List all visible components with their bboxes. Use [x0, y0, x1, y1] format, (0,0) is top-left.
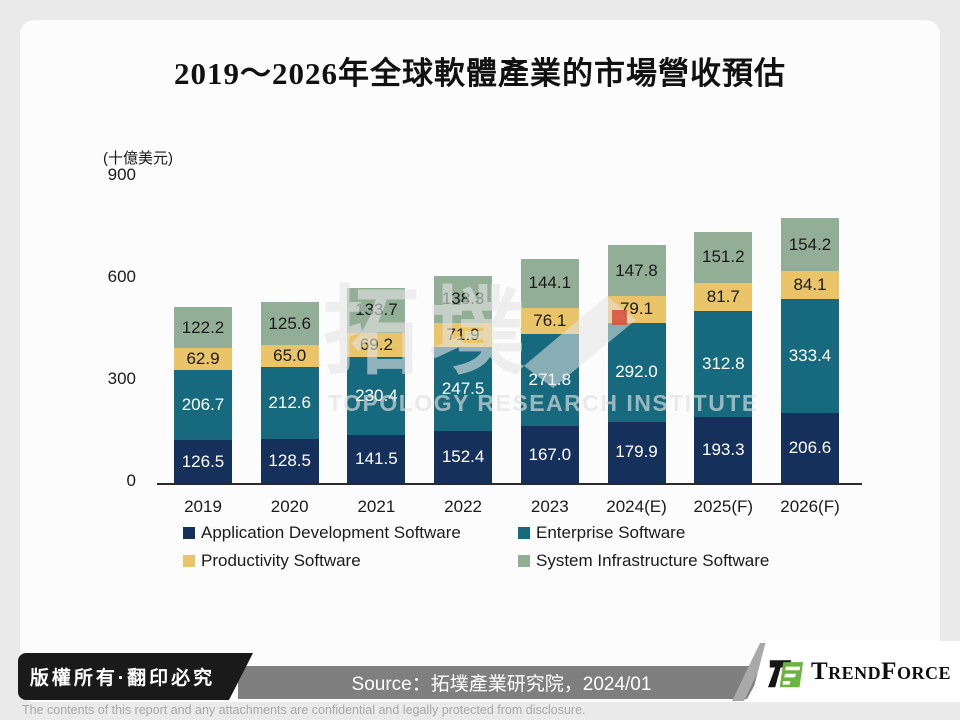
bar-value-label: 193.3	[702, 440, 745, 460]
bar-value-label: 152.4	[441, 447, 485, 467]
legend-item: System Infrastructure Software	[518, 551, 769, 571]
chart-title: 2019～2026年全球軟體產業的市場營收預估	[174, 56, 786, 91]
legend-label: Application Development Software	[201, 523, 461, 542]
bar-value-label: 212.6	[268, 393, 311, 413]
legend-item: Enterprise Software	[518, 523, 685, 543]
bar-value-label: 81.7	[706, 286, 740, 306]
x-axis-category-label: 2026(F)	[780, 497, 840, 516]
bar-value-label: 79.1	[619, 299, 654, 319]
bar-segment: 312.8	[694, 310, 753, 418]
legend-item: Application Development Software	[183, 523, 461, 543]
x-axis-category-label: 2025(F)	[693, 497, 754, 516]
bar-value-label: 151.2	[702, 247, 745, 267]
bar-value-label: 179.9	[615, 442, 658, 462]
bar-segment: 138.3	[434, 275, 493, 323]
bar-value-label: 71.9	[446, 324, 480, 344]
x-axis-category-label: 2019	[184, 497, 222, 516]
bar-segment: 179.9	[607, 421, 666, 483]
bar-segment: 154.2	[781, 218, 839, 271]
legend-marker-icon	[183, 527, 195, 539]
bar-segment: 71.9	[434, 322, 493, 347]
copyright-text: 版權所有·翻印必究	[29, 668, 216, 689]
bar-value-label: 125.6	[268, 313, 311, 333]
bar-value-label: 69.2	[359, 334, 393, 354]
x-axis-line	[157, 483, 862, 485]
bar-segment: 122.2	[174, 306, 232, 349]
bar-segment: 212.6	[260, 367, 319, 440]
y-axis-unit-label: (十億美元)	[103, 150, 173, 167]
bar-segment: 151.2	[694, 231, 753, 284]
bar-value-label: 292.0	[615, 362, 658, 382]
bar-segment: 126.5	[174, 440, 232, 483]
brand-name: TrendForce	[811, 657, 951, 685]
y-axis-tick-label: 300	[107, 369, 136, 388]
bar-value-label: 206.7	[181, 394, 225, 414]
legend-label: Enterprise Software	[536, 523, 686, 542]
bar-segment: 62.9	[174, 348, 232, 370]
brand-plate: TrendForce	[750, 641, 960, 702]
copyright-banner: 版權所有·翻印必究	[18, 653, 253, 700]
bar-segment: 247.5	[434, 347, 493, 432]
y-axis-tick-label: 0	[126, 471, 136, 490]
bar-value-label: 154.2	[788, 234, 832, 254]
bar-value-label: 128.5	[268, 451, 311, 471]
bar-segment: 206.6	[781, 412, 839, 483]
bar-segment: 167.0	[520, 426, 579, 483]
bar-segment: 144.1	[520, 258, 579, 308]
x-axis-category-label: 2023	[530, 497, 569, 516]
bar-segment: 79.1	[607, 295, 666, 323]
bar-value-label: 138.3	[441, 289, 485, 309]
bar-value-label: 65.0	[273, 345, 307, 365]
bar-segment: 230.4	[347, 356, 406, 435]
y-axis-tick-label: 900	[107, 165, 136, 184]
bar-value-label: 333.4	[788, 346, 832, 366]
bar-segment: 69.2	[347, 333, 406, 357]
bar-value-label: 206.6	[788, 437, 832, 457]
bar-value-label: 141.5	[355, 448, 398, 468]
bar-value-label: 62.9	[186, 348, 220, 368]
bar-value-label: 271.8	[528, 369, 572, 389]
legend-item: Productivity Software	[183, 551, 361, 571]
bar-segment: 81.7	[694, 283, 753, 311]
bar-segment: 84.1	[781, 270, 839, 300]
bar-value-label: 230.4	[355, 385, 398, 405]
bar-value-label: 84.1	[793, 275, 827, 295]
bar-segment: 271.8	[520, 333, 579, 427]
bar-segment: 147.8	[607, 245, 666, 296]
bar-segment: 193.3	[694, 417, 753, 483]
x-axis-category-label: 2021	[357, 497, 396, 516]
bar-value-label: 133.7	[355, 300, 398, 320]
bar-value-label: 144.1	[528, 273, 572, 293]
disclaimer-text: The contents of this report and any atta…	[22, 703, 586, 717]
legend-label: System Infrastructure Software	[536, 551, 770, 570]
bar-segment: 206.7	[174, 369, 232, 440]
bar-value-label: 122.2	[181, 317, 225, 337]
bar-segment: 65.0	[260, 344, 319, 367]
x-axis-category-label: 2022	[444, 497, 482, 516]
trendforce-logo-icon	[768, 659, 804, 687]
bar-segment: 128.5	[260, 439, 319, 483]
x-axis-category-label: 2024(E)	[606, 497, 667, 516]
bar-segment: 76.1	[520, 307, 579, 334]
bar-segment: 292.0	[607, 322, 666, 422]
bar-value-label: 247.5	[441, 379, 485, 399]
x-axis-category-label: 2020	[270, 497, 309, 516]
legend-marker-icon	[183, 555, 195, 567]
bar-value-label: 147.8	[615, 260, 658, 280]
source-banner: Source：拓墣產業研究院，2024/01	[238, 666, 765, 699]
bar-segment: 125.6	[260, 302, 319, 345]
bar-value-label: 76.1	[533, 310, 567, 330]
bar-value-label: 312.8	[702, 354, 745, 374]
bar-value-label: 167.0	[528, 444, 572, 464]
legend-label: Productivity Software	[201, 551, 361, 570]
legend-marker-icon	[518, 555, 530, 567]
bar-value-label: 126.5	[181, 451, 225, 471]
bar-segment: 133.7	[347, 287, 406, 334]
source-text: Source：拓墣產業研究院，2024/01	[351, 674, 652, 695]
bar-segment: 333.4	[781, 299, 839, 413]
bar-segment: 141.5	[347, 434, 406, 483]
y-axis-tick-label: 600	[107, 267, 136, 286]
bar-segment: 152.4	[434, 431, 493, 483]
legend-marker-icon	[518, 527, 530, 539]
